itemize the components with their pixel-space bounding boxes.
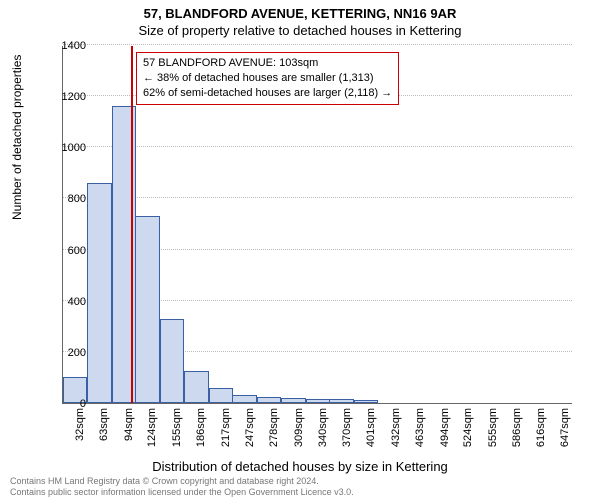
footer-line-2: Contains public sector information licen…	[10, 487, 590, 498]
x-tick-label: 494sqm	[439, 408, 451, 458]
histogram-bar	[306, 399, 330, 403]
chart-container: 57, BLANDFORD AVENUE, KETTERING, NN16 9A…	[0, 0, 600, 500]
x-tick-label: 217sqm	[220, 408, 232, 458]
info-line-1: 57 BLANDFORD AVENUE: 103sqm	[143, 56, 392, 71]
chart-area: 57 BLANDFORD AVENUE: 103sqm ← 38% of det…	[62, 46, 572, 404]
histogram-bar	[135, 216, 159, 403]
histogram-bar	[354, 400, 378, 403]
x-tick-label: 340sqm	[317, 408, 329, 458]
x-tick-label: 463sqm	[414, 408, 426, 458]
y-tick-label: 400	[46, 296, 86, 308]
x-tick-label: 647sqm	[559, 408, 571, 458]
x-axis-title: Distribution of detached houses by size …	[0, 459, 600, 474]
x-tick-label: 32sqm	[74, 408, 86, 458]
x-tick-label: 63sqm	[98, 408, 110, 458]
y-tick-label: 600	[46, 245, 86, 257]
title-sub: Size of property relative to detached ho…	[0, 21, 600, 38]
y-tick-label: 1000	[46, 142, 86, 154]
info-box: 57 BLANDFORD AVENUE: 103sqm ← 38% of det…	[136, 52, 399, 105]
x-tick-label: 401sqm	[365, 408, 377, 458]
footer-line-1: Contains HM Land Registry data © Crown c…	[10, 476, 590, 487]
info-line-3: 62% of semi-detached houses are larger (…	[143, 86, 392, 101]
grid-line	[63, 197, 572, 198]
x-tick-label: 247sqm	[244, 408, 256, 458]
y-axis-label: Number of detached properties	[10, 55, 24, 220]
reference-line	[131, 46, 133, 403]
x-tick-label: 155sqm	[171, 408, 183, 458]
y-tick-label: 800	[46, 193, 86, 205]
x-tick-label: 278sqm	[268, 408, 280, 458]
footer: Contains HM Land Registry data © Crown c…	[10, 476, 590, 498]
x-tick-label: 124sqm	[146, 408, 158, 458]
x-tick-label: 616sqm	[535, 408, 547, 458]
x-tick-label: 309sqm	[293, 408, 305, 458]
histogram-bar	[87, 183, 111, 403]
x-tick-label: 524sqm	[462, 408, 474, 458]
histogram-bar	[160, 319, 184, 403]
histogram-bar	[329, 399, 353, 403]
histogram-bar	[257, 397, 281, 403]
histogram-bar	[232, 395, 256, 403]
x-tick-label: 94sqm	[123, 408, 135, 458]
x-tick-label: 186sqm	[195, 408, 207, 458]
histogram-bar	[281, 398, 305, 403]
histogram-bar	[209, 388, 233, 403]
histogram-bar	[184, 371, 208, 403]
grid-line	[63, 44, 572, 45]
info-line-2: ← 38% of detached houses are smaller (1,…	[143, 71, 392, 86]
x-tick-label: 586sqm	[511, 408, 523, 458]
grid-line	[63, 146, 572, 147]
x-tick-label: 432sqm	[390, 408, 402, 458]
title-main: 57, BLANDFORD AVENUE, KETTERING, NN16 9A…	[0, 0, 600, 21]
y-tick-label: 1200	[46, 91, 86, 103]
x-tick-label: 370sqm	[341, 408, 353, 458]
x-tick-label: 555sqm	[487, 408, 499, 458]
y-tick-label: 200	[46, 347, 86, 359]
y-tick-label: 1400	[46, 40, 86, 52]
